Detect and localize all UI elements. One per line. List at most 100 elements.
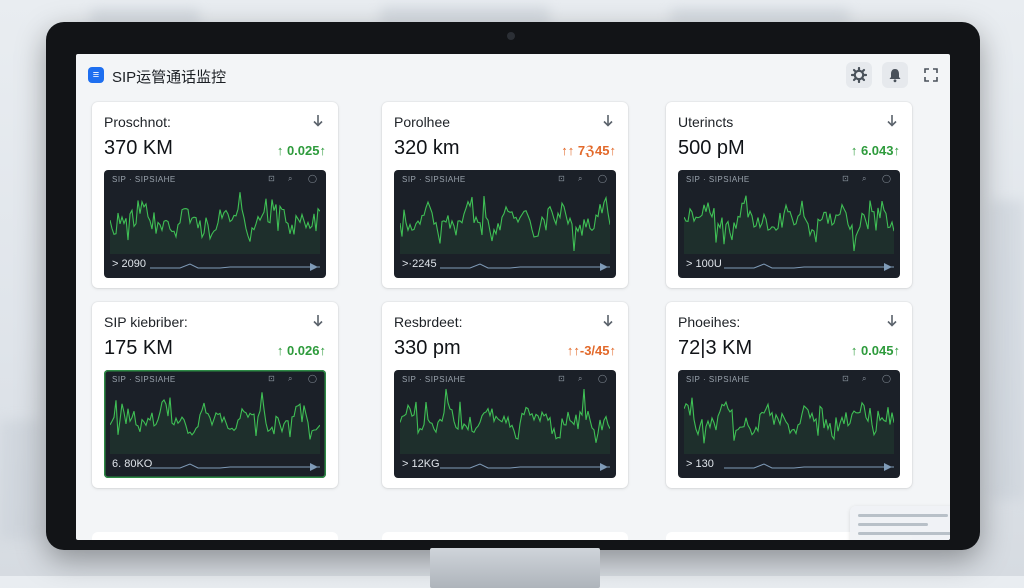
- timeline-arrow: [600, 463, 608, 471]
- top-bar: ≡ SIP运管通话监控: [76, 54, 950, 94]
- download-icon[interactable]: [600, 313, 616, 331]
- monitor-stand: [430, 548, 600, 588]
- waveform-line: [110, 192, 320, 242]
- clock-icon[interactable]: ◯: [308, 374, 317, 383]
- zoom-icon[interactable]: ⊡: [842, 174, 849, 183]
- waveform-controls: ⊡ ⌕ ◯: [842, 174, 892, 183]
- timeline-arrow: [310, 263, 318, 271]
- waveform-graph: [400, 195, 610, 254]
- download-icon[interactable]: [884, 313, 900, 331]
- camera: [507, 32, 515, 40]
- waveform-controls: ⊡ ⌕ ◯: [268, 174, 318, 183]
- download-icon[interactable]: [310, 113, 326, 131]
- waveform-line: [110, 392, 320, 440]
- card-partial: [92, 532, 338, 540]
- timeline-arrow: [600, 263, 608, 271]
- metric-value: 72|3 KM: [678, 337, 753, 359]
- metric-delta: ↑ 0.025↑: [276, 143, 326, 158]
- waveform-graph: [110, 192, 320, 254]
- background: [0, 6, 1024, 540]
- waveform-panel[interactable]: SIP · SIPSIAHE ⊡ ⌕ ◯ > 100U: [678, 170, 900, 278]
- waveform-panel[interactable]: SIP · SIPSIAHE ⊡ ⌕ ◯ > 2090: [104, 170, 326, 278]
- waveform-panel[interactable]: SIP · SIPSIAHE ⊡ ⌕ ◯ 6. 80KO: [104, 370, 326, 478]
- filter-icon[interactable]: ⌕: [578, 374, 583, 383]
- filter-icon[interactable]: ⌕: [288, 174, 293, 183]
- waveform-line: [400, 388, 610, 443]
- zoom-icon[interactable]: ⊡: [268, 374, 275, 383]
- download-icon[interactable]: [600, 113, 616, 131]
- zoom-icon[interactable]: ⊡: [268, 174, 275, 183]
- waveform-header: SIP · SIPSIAHE: [402, 375, 466, 384]
- timeline-track: [724, 463, 894, 471]
- metric-delta: ↑ 6.043↑: [850, 143, 900, 158]
- card-title: Phoeihes:: [678, 314, 741, 330]
- waveform-graph: [400, 388, 610, 454]
- download-icon[interactable]: [884, 113, 900, 131]
- waveform-line: [400, 195, 610, 252]
- waveform-footer: 6. 80KO: [112, 458, 153, 470]
- timeline-line: [440, 263, 610, 269]
- filter-icon[interactable]: ⌕: [862, 174, 867, 183]
- zoom-icon[interactable]: ⊡: [558, 174, 565, 183]
- timeline-line: [150, 463, 320, 469]
- notifications-button[interactable]: [882, 62, 908, 88]
- waveform-footer: > 2090: [112, 258, 146, 270]
- timeline-line: [440, 463, 610, 469]
- fullscreen-button[interactable]: [918, 62, 944, 88]
- clock-icon[interactable]: ◯: [882, 174, 891, 183]
- waveform-graph: [110, 392, 320, 454]
- metric-card[interactable]: Phoeihes: 72|3 KM ↑ 0.045↑ SIP · SIPSIAH…: [666, 302, 912, 488]
- notification-toast[interactable]: [850, 506, 950, 540]
- settings-button[interactable]: [846, 62, 872, 88]
- card-title: Uterincts: [678, 114, 734, 130]
- metric-card[interactable]: Proschnot: 370 KM ↑ 0.025↑ SIP · SIPSIAH…: [92, 102, 338, 288]
- card-title: Resbrdeet:: [394, 314, 463, 330]
- metric-value: 500 pM: [678, 137, 745, 159]
- timeline-line: [724, 463, 894, 469]
- waveform-panel[interactable]: SIP · SIPSIAHE ⊡ ⌕ ◯ > 12KG: [394, 370, 616, 478]
- waveform-header: SIP · SIPSIAHE: [112, 375, 176, 384]
- waveform-panel[interactable]: SIP · SIPSIAHE ⊡ ⌕ ◯ > 130: [678, 370, 900, 478]
- waveform-controls: ⊡ ⌕ ◯: [842, 374, 892, 383]
- card-title: Porolhee: [394, 114, 451, 130]
- timeline-arrow: [884, 263, 892, 271]
- card-title: SIP kiebriber:: [104, 314, 188, 330]
- waveform-header: SIP · SIPSIAHE: [402, 175, 466, 184]
- waveform-panel[interactable]: SIP · SIPSIAHE ⊡ ⌕ ◯ >·2245: [394, 170, 616, 278]
- metric-delta: ↑↑-3/45↑: [566, 343, 616, 358]
- metric-delta: ↑ 0.045↑: [850, 343, 900, 358]
- timeline-track: [150, 263, 320, 271]
- clock-icon[interactable]: ◯: [308, 174, 317, 183]
- waveform-graph: [684, 195, 894, 254]
- timeline-line: [724, 263, 894, 269]
- gear-icon: [851, 67, 867, 83]
- timeline-arrow: [310, 463, 318, 471]
- metric-delta: ↑↑ 7ℨ45↑: [561, 143, 616, 158]
- waveform-footer: >·2245: [402, 258, 437, 270]
- clock-icon[interactable]: ◯: [598, 174, 607, 183]
- download-icon[interactable]: [310, 313, 326, 331]
- timeline-track: [150, 463, 320, 471]
- clock-icon[interactable]: ◯: [598, 374, 607, 383]
- waveform-footer: > 100U: [686, 258, 722, 270]
- metric-card[interactable]: Porolhee 320 km ↑↑ 7ℨ45↑ SIP · SIPSIAHE …: [382, 102, 628, 288]
- monitor: ≡ SIP运管通话监控: [46, 22, 980, 550]
- waveform-line: [684, 397, 894, 444]
- bell-icon: [889, 69, 901, 83]
- metric-card[interactable]: Resbrdeet: 330 pm ↑↑-3/45↑ SIP · SIPSIAH…: [382, 302, 628, 488]
- waveform-graph: [684, 397, 894, 454]
- filter-icon[interactable]: ⌕: [578, 174, 583, 183]
- waveform-header: SIP · SIPSIAHE: [686, 175, 750, 184]
- zoom-icon[interactable]: ⊡: [558, 374, 565, 383]
- waveform-header: SIP · SIPSIAHE: [112, 175, 176, 184]
- waveform-controls: ⊡ ⌕ ◯: [558, 174, 608, 183]
- timeline-track: [724, 263, 894, 271]
- metric-value: 370 KM: [104, 137, 173, 159]
- metric-card[interactable]: Uterincts 500 pM ↑ 6.043↑ SIP · SIPSIAHE…: [666, 102, 912, 288]
- metric-card[interactable]: SIP kiebriber: 175 KM ↑ 0.026↑ SIP · SIP…: [92, 302, 338, 488]
- metric-value: 175 KM: [104, 337, 173, 359]
- zoom-icon[interactable]: ⊡: [842, 374, 849, 383]
- filter-icon[interactable]: ⌕: [288, 374, 293, 383]
- clock-icon[interactable]: ◯: [882, 374, 891, 383]
- filter-icon[interactable]: ⌕: [862, 374, 867, 383]
